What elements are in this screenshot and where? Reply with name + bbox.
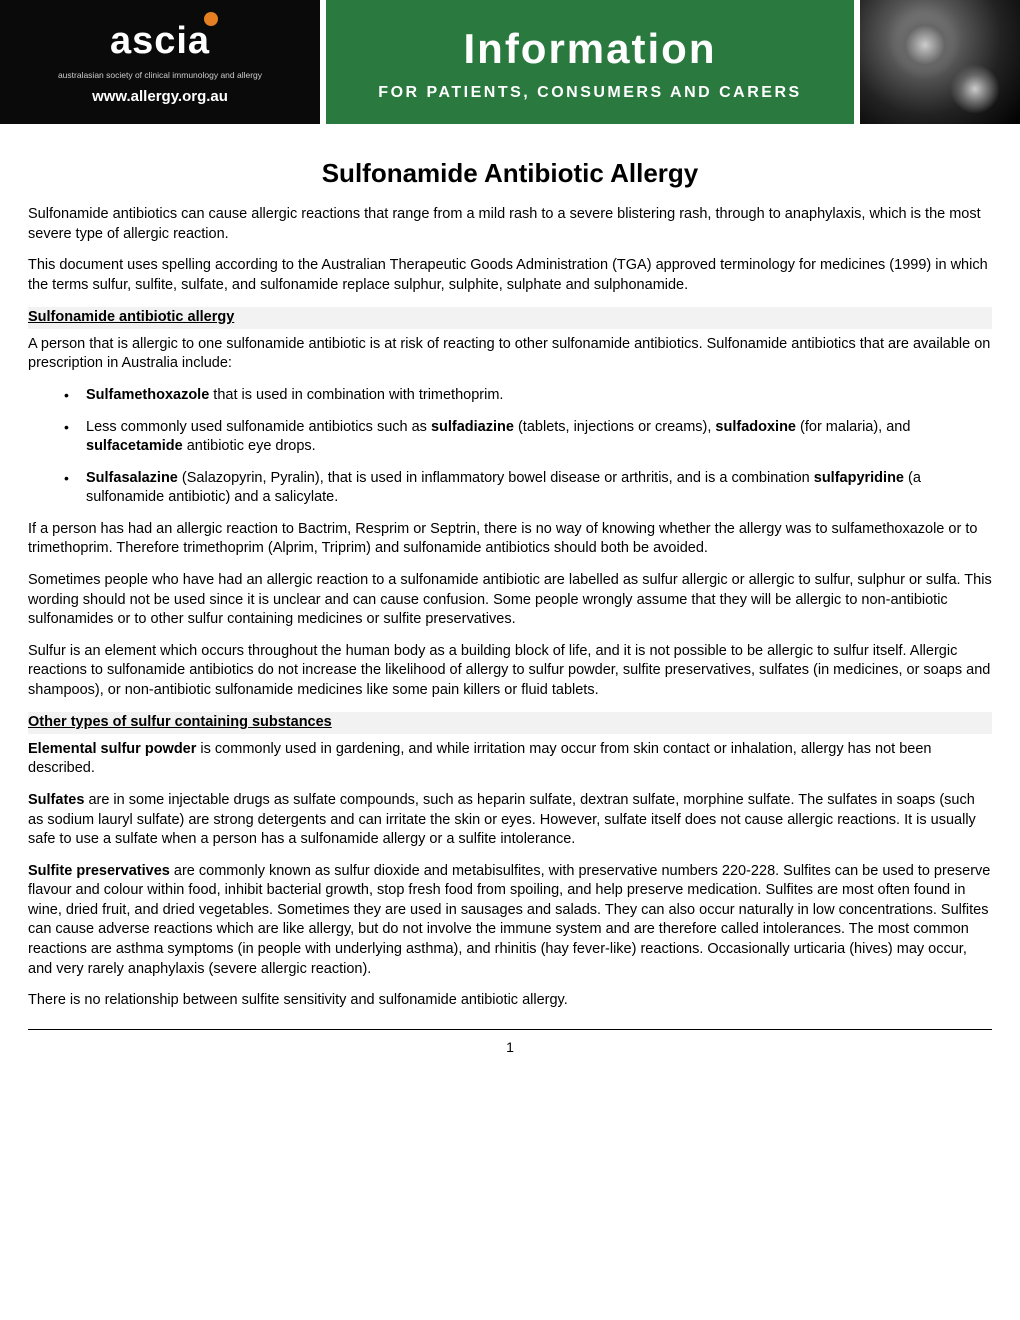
paragraph-text: are in some injectable drugs as sulfate … [28, 792, 976, 847]
antibiotic-list: Sulfamethoxazole that is used in combina… [28, 386, 992, 508]
bold-term: Sulfates [28, 792, 84, 808]
bold-term: sulfacetamide [86, 438, 183, 454]
page-number: 1 [28, 1038, 992, 1073]
bold-term: Sulfamethoxazole [86, 387, 209, 403]
section2-paragraph-3: Sulfite preservatives are commonly known… [28, 862, 992, 979]
bold-term: Elemental sulfur powder [28, 741, 196, 757]
header-banner: ascia australasian society of clinical i… [0, 0, 1020, 124]
list-item: Less commonly used sulfonamide antibioti… [28, 418, 992, 457]
banner-title-panel: Information FOR PATIENTS, CONSUMERS AND … [320, 0, 860, 124]
intro-paragraph-1: Sulfonamide antibiotics can cause allerg… [28, 205, 992, 244]
logo-text: ascia [110, 20, 210, 62]
banner-logo-panel: ascia australasian society of clinical i… [0, 0, 320, 124]
section2-paragraph-1: Elemental sulfur powder is commonly used… [28, 740, 992, 779]
list-text: (tablets, injections or creams), [514, 419, 715, 435]
bold-term: sulfapyridine [814, 470, 904, 486]
footer-divider [28, 1029, 992, 1030]
logo-url: www.allergy.org.au [92, 87, 228, 107]
list-item: Sulfasalazine (Salazopyrin, Pyralin), th… [28, 469, 992, 508]
bold-term: Sulfite preservatives [28, 863, 170, 879]
section2-paragraph-2: Sulfates are in some injectable drugs as… [28, 791, 992, 850]
section-heading-2: Other types of sulfur containing substan… [28, 712, 992, 734]
intro-paragraph-2: This document uses spelling according to… [28, 256, 992, 295]
bold-term: sulfadoxine [715, 419, 796, 435]
section1-paragraph-1: A person that is allergic to one sulfona… [28, 335, 992, 374]
bold-term: sulfadiazine [431, 419, 514, 435]
list-item: Sulfamethoxazole that is used in combina… [28, 386, 992, 406]
logo-subtitle: australasian society of clinical immunol… [58, 70, 262, 81]
list-text: antibiotic eye drops. [183, 438, 316, 454]
banner-decorative-image [860, 0, 1020, 124]
section1-paragraph-2: If a person has had an allergic reaction… [28, 520, 992, 559]
section-heading-1: Sulfonamide antibiotic allergy [28, 307, 992, 329]
list-text: (Salazopyrin, Pyralin), that is used in … [178, 470, 814, 486]
info-title: Information [464, 21, 717, 78]
ascia-logo: ascia [110, 16, 210, 67]
section1-paragraph-4: Sulfur is an element which occurs throug… [28, 642, 992, 701]
list-text: Less commonly used sulfonamide antibioti… [86, 419, 431, 435]
list-text: that is used in combination with trimeth… [209, 387, 503, 403]
bold-term: Sulfasalazine [86, 470, 178, 486]
list-text: (for malaria), and [796, 419, 910, 435]
document-content: Sulfonamide Antibiotic Allergy Sulfonami… [0, 124, 1020, 1073]
section2-paragraph-4: There is no relationship between sulfite… [28, 991, 992, 1011]
info-subtitle: FOR PATIENTS, CONSUMERS AND CARERS [378, 82, 801, 104]
paragraph-text: are commonly known as sulfur dioxide and… [28, 863, 990, 977]
section1-paragraph-3: Sometimes people who have had an allergi… [28, 571, 992, 630]
document-title: Sulfonamide Antibiotic Allergy [28, 156, 992, 191]
logo-dot-icon [204, 12, 218, 26]
